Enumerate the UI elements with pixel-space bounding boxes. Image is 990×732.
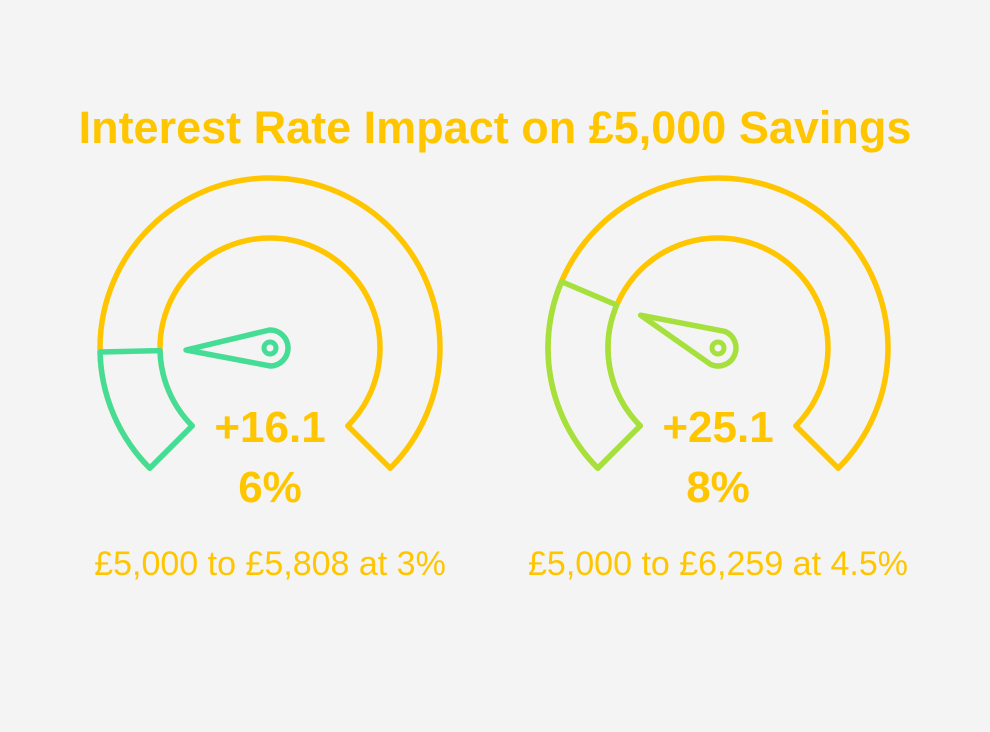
value-label: +16.16% [214, 403, 326, 512]
gauge-needle [637, 312, 739, 369]
gauge-value [545, 278, 643, 471]
caption: £5,000 to £6,259 at 4.5% [528, 545, 908, 583]
gauge-track [545, 175, 891, 471]
gauge-track [97, 175, 443, 471]
caption: £5,000 to £5,808 at 3% [94, 545, 446, 583]
title: Interest Rate Impact on £5,000 Savings [78, 102, 912, 153]
gauge-needle [183, 327, 291, 369]
needle-pivot [709, 339, 727, 357]
gauge-value [97, 347, 195, 471]
needle-pivot [261, 339, 279, 357]
value-label: +25.18% [662, 403, 774, 512]
